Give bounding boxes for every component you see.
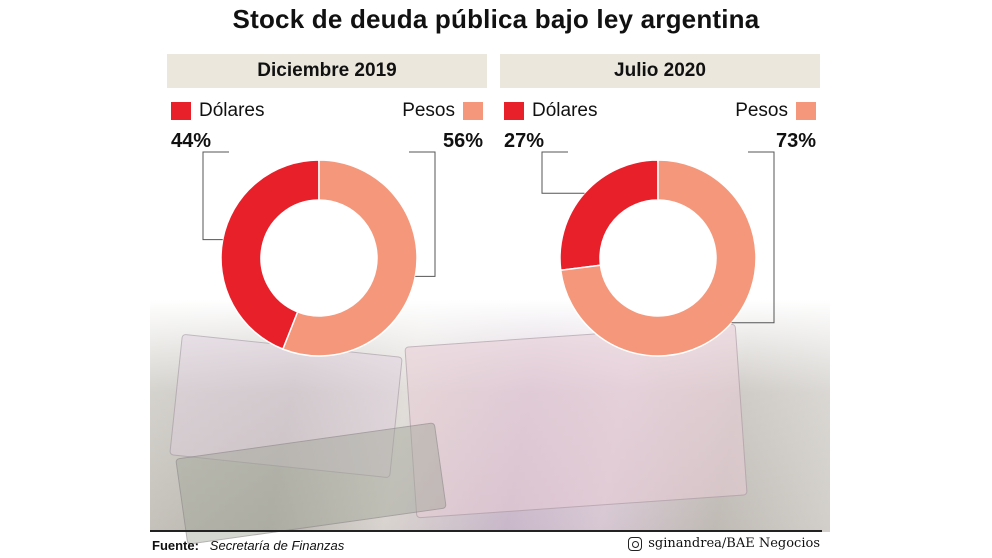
source-value: Secretaría de Finanzas — [209, 538, 345, 553]
panel-diciembre-2019: Diciembre 2019 Dólares Pesos 44% 56% — [167, 0, 487, 558]
leader-line-pesos — [731, 151, 775, 324]
legend-pesos: Pesos — [735, 100, 816, 122]
chart-title: Stock de deuda pública bajo ley argentin… — [232, 4, 760, 34]
panel-header: Diciembre 2019 — [167, 54, 487, 88]
donut-hole — [600, 200, 716, 316]
panel-julio-2020: Julio 2020 Dólares Pesos 27% 73% — [500, 0, 820, 558]
value-label-dolares: 27% — [504, 130, 545, 152]
legend-label-pesos: Pesos — [735, 100, 788, 121]
source-label: Fuente: — [152, 538, 199, 553]
donut-hole — [261, 200, 377, 316]
legend-label-dolares: Dólares — [532, 100, 598, 121]
legend-swatch-pesos — [463, 102, 483, 120]
donut-chart — [541, 151, 775, 357]
credit: sginandrea/BAE Negocios — [628, 536, 820, 551]
leader-line-dolares — [202, 151, 229, 241]
legend-swatch-pesos — [796, 102, 816, 120]
footer-divider — [150, 530, 822, 532]
leader-line-dolares — [541, 151, 585, 194]
credit-text: sginandrea/BAE Negocios — [648, 536, 820, 551]
panel-header: Julio 2020 — [500, 54, 820, 88]
instagram-icon — [628, 536, 643, 551]
legend-label-dolares: Dólares — [199, 100, 265, 121]
legend-swatch-dolares — [504, 102, 524, 120]
legend-dolares: Dólares — [171, 100, 264, 122]
leader-line-pesos — [409, 151, 436, 277]
legend-dolares: Dólares — [504, 100, 597, 122]
donut-chart — [202, 151, 436, 357]
legend-label-pesos: Pesos — [402, 100, 455, 121]
legend-swatch-dolares — [171, 102, 191, 120]
value-label-dolares: 44% — [171, 130, 212, 152]
value-label-pesos: 73% — [775, 130, 816, 152]
value-label-pesos: 56% — [442, 130, 483, 152]
legend-pesos: Pesos — [402, 100, 483, 122]
source-note: Fuente: Secretaría de Finanzas — [152, 538, 344, 553]
